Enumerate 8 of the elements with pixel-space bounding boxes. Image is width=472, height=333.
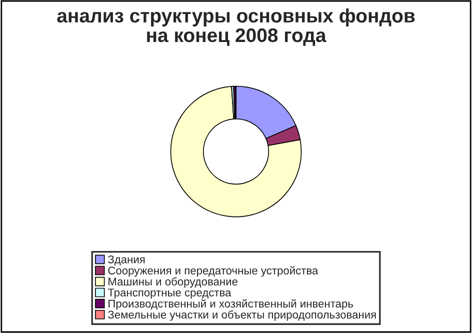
donut-slice (170, 86, 302, 218)
legend-label: Производственный и хозяйственный инвентарь (108, 299, 353, 310)
chart-title: анализ структуры основных фондов на конец 2008 года (57, 8, 415, 46)
legend-label: Здания (108, 256, 145, 266)
legend-label: Машины и оборудование (108, 277, 238, 288)
legend-label: Земельные участки и объекты природопользования (108, 310, 376, 321)
legend-label: Сооружения и передаточные устройства (108, 266, 318, 277)
legend-label: Транспортные средства (108, 288, 232, 299)
